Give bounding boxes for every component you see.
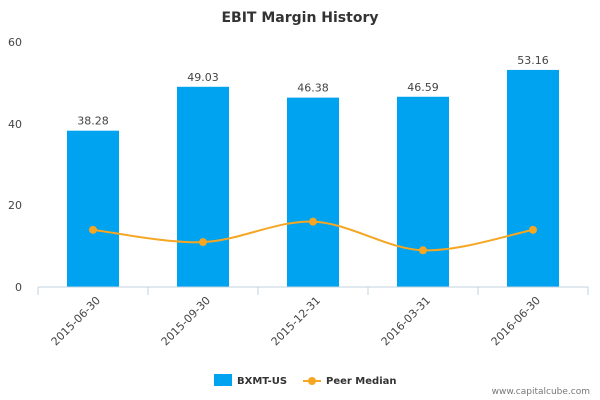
bar-data-label: 46.38 [297, 82, 329, 95]
peer-median-point [419, 246, 427, 255]
bar [397, 96, 449, 287]
x-tick-label: 2015-06-30 [49, 294, 103, 348]
bar-data-label: 38.28 [77, 115, 109, 128]
bar [507, 69, 559, 288]
y-tick-label: 40 [8, 118, 22, 131]
legend-label-peer: Peer Median [326, 376, 397, 387]
peer-median-point [309, 217, 317, 226]
y-tick-label: 20 [8, 199, 22, 212]
y-axis-ticks: 0 20 40 60 [8, 36, 22, 294]
bar [287, 97, 339, 288]
x-axis-labels: 2015-06-30 2015-09-30 2015-12-31 2016-03-31… [49, 294, 543, 348]
x-tick-label: 2016-06-30 [489, 294, 543, 348]
legend-swatch-peer-dot [308, 377, 316, 385]
peer-median-point [199, 238, 207, 247]
legend-swatch-bxmt [214, 374, 232, 386]
x-axis-ticks [37, 287, 589, 295]
bar-data-labels: 38.28 49.03 46.38 46.59 53.16 [77, 54, 549, 128]
peer-median-point [89, 225, 97, 234]
peer-median-point [529, 225, 537, 234]
bar-data-label: 46.59 [407, 81, 439, 94]
bar [67, 130, 119, 287]
x-tick-label: 2015-12-31 [269, 294, 323, 348]
bar [177, 86, 229, 288]
bar-data-label: 49.03 [187, 71, 219, 84]
bar-series [67, 69, 559, 288]
x-tick-label: 2016-03-31 [379, 294, 433, 348]
x-tick-label: 2015-09-30 [159, 294, 213, 348]
legend-label-bxmt: BXMT-US [237, 376, 287, 387]
y-tick-label: 0 [15, 281, 22, 294]
y-tick-label: 60 [8, 36, 22, 49]
bar-data-label: 53.16 [517, 54, 549, 67]
chart-title: EBIT Margin History [221, 10, 378, 26]
legend: BXMT-US Peer Median [214, 374, 397, 387]
peer-median-points [89, 217, 537, 255]
credit-text: www.capitalcube.com [492, 387, 590, 397]
